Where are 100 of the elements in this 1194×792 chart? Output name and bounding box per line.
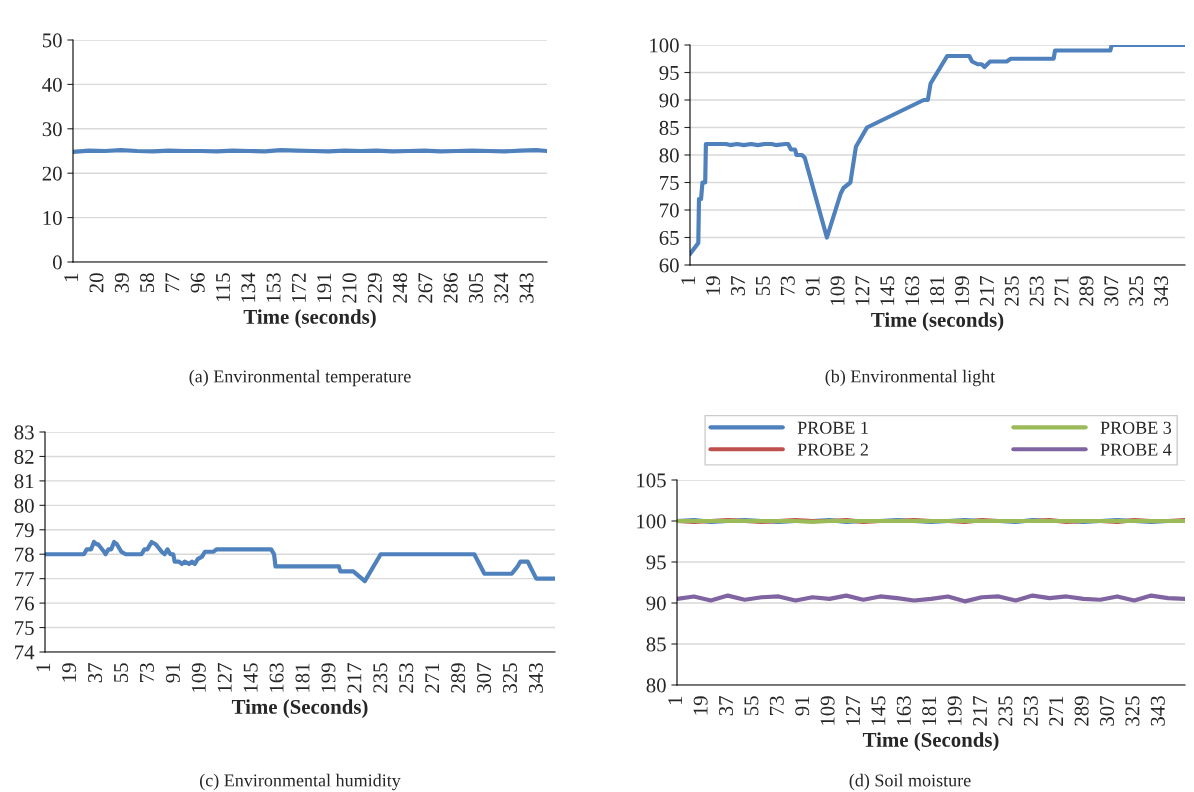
x-tick-label: 19 xyxy=(706,276,721,295)
x-tick-label: 73 xyxy=(139,663,154,682)
x-tick-label: 145 xyxy=(880,276,895,305)
y-tick-label: 100 xyxy=(637,514,666,529)
y-tick-label: 40 xyxy=(42,77,62,92)
x-tick-label: 163 xyxy=(269,663,284,692)
x-tick-label: 199 xyxy=(321,663,336,692)
x-tick-label: 325 xyxy=(502,663,517,693)
x-tick-label: 1 xyxy=(681,276,696,284)
x-tick-label: 172 xyxy=(291,273,306,302)
legend-label: PROBE 1 xyxy=(797,421,868,434)
x-tick-label: 163 xyxy=(905,276,920,305)
text: (b) Environmental light xyxy=(825,369,996,387)
x-tick-label: 181 xyxy=(930,276,945,305)
y-tick-label: 79 xyxy=(15,523,34,538)
x-tick-label: 307 xyxy=(477,663,492,693)
x-tick-label: 343 xyxy=(1154,276,1169,306)
x-tick-label: 109 xyxy=(820,696,835,725)
x-tick-label: 235 xyxy=(373,663,388,693)
x-tick-label: 199 xyxy=(954,276,969,305)
x-tick-label: 19 xyxy=(62,663,77,682)
x-tick-label: 343 xyxy=(528,663,543,693)
x-tick-label: 307 xyxy=(1099,696,1115,726)
y-tick-label: 76 xyxy=(15,596,34,611)
x-tick-label: 289 xyxy=(1079,276,1094,306)
y-tick-label: 83 xyxy=(14,425,34,440)
y-tick-label: 105 xyxy=(637,473,666,488)
x-tick-label: 286 xyxy=(443,273,458,303)
x-tick-label: 91 xyxy=(165,663,180,683)
x-tick-label: 55 xyxy=(756,276,770,296)
legend-label: PROBE 4 xyxy=(1100,443,1172,456)
x-tick-label: 271 xyxy=(1049,696,1064,726)
y-tick-label: 90 xyxy=(659,93,679,108)
x-tick-label: 325 xyxy=(1125,696,1140,726)
x-axis-title: Time (seconds) xyxy=(243,309,376,329)
x-tick-label: 289 xyxy=(1074,696,1089,726)
x-tick-label: 305 xyxy=(468,273,483,303)
x-tick-label: 145 xyxy=(243,663,258,692)
x-tick-label: 127 xyxy=(217,663,232,692)
x-tick-label: 343 xyxy=(1150,696,1165,726)
text: (d) Soil moisture xyxy=(849,773,971,791)
y-tick-label: 95 xyxy=(659,65,679,80)
x-tick-label: 109 xyxy=(830,276,845,305)
x-tick-label: 19 xyxy=(693,696,708,715)
x-tick-label: 267 xyxy=(418,273,433,303)
x-tick-label: 37 xyxy=(730,276,745,296)
x-tick-label: 217 xyxy=(347,663,362,693)
x-tick-label: 210 xyxy=(342,273,357,303)
x-tick-label: 91 xyxy=(805,276,820,296)
y-tick-label: 65 xyxy=(659,230,679,245)
x-tick-label: 235 xyxy=(1004,276,1019,306)
x-tick-label: 77 xyxy=(165,273,180,292)
line-series xyxy=(45,539,555,584)
x-tick-label: 253 xyxy=(1029,276,1044,306)
x-axis-title: Time (seconds) xyxy=(871,312,1004,332)
y-tick-label: 80 xyxy=(646,678,666,693)
x-tick-label: 115 xyxy=(216,273,230,302)
x-tick-label: 163 xyxy=(896,696,911,725)
y-tick-label: 75 xyxy=(660,176,679,190)
x-tick-label: 20 xyxy=(89,273,104,293)
x-tick-label: 1 xyxy=(36,663,51,671)
x-tick-label: 55 xyxy=(744,696,759,716)
x-tick-label: 248 xyxy=(393,273,408,303)
y-tick-label: 77 xyxy=(15,572,34,586)
x-tick-label: 145 xyxy=(871,696,886,725)
legend-label: PROBE 3 xyxy=(1100,421,1172,434)
x-axis-title: Time (Seconds) xyxy=(231,699,368,719)
x-tick-label: 91 xyxy=(795,696,810,716)
x-tick-label: 191 xyxy=(317,273,332,302)
x-tick-label: 73 xyxy=(780,276,795,295)
y-tick-label: 85 xyxy=(646,637,666,652)
x-tick-label: 253 xyxy=(1023,696,1038,726)
x-tick-label: 325 xyxy=(1129,276,1144,306)
y-tick-label: 85 xyxy=(659,120,679,135)
y-tick-label: 80 xyxy=(14,498,34,513)
y-tick-label: 20 xyxy=(42,166,62,181)
x-tick-label: 229 xyxy=(367,273,382,303)
y-tick-label: 30 xyxy=(42,122,62,137)
x-axis-title: Time (Seconds) xyxy=(862,732,999,752)
x-tick-label: 343 xyxy=(519,273,534,303)
y-tick-label: 60 xyxy=(659,258,679,273)
y-tick-label: 70 xyxy=(660,203,679,218)
y-tick-label: 10 xyxy=(43,210,62,226)
x-tick-label: 134 xyxy=(241,272,256,302)
x-tick-label: 181 xyxy=(922,696,937,725)
x-tick-label: 217 xyxy=(979,276,994,306)
x-tick-label: 127 xyxy=(855,276,870,305)
legend-label: PROBE 2 xyxy=(797,443,868,456)
x-tick-label: 109 xyxy=(191,663,206,692)
text: (a) Environmental temperature xyxy=(189,369,411,387)
y-tick-label: 100 xyxy=(650,38,679,53)
x-tick-label: 96 xyxy=(190,273,205,293)
y-tick-label: 82 xyxy=(14,449,34,464)
x-tick-label: 253 xyxy=(399,663,414,693)
line-series xyxy=(690,45,1185,257)
x-tick-label: 307 xyxy=(1104,276,1119,306)
y-tick-label: 90 xyxy=(646,596,666,611)
text: (c) Environmental humidity xyxy=(200,773,401,791)
y-tick-label: 81 xyxy=(14,474,34,489)
x-tick-label: 1 xyxy=(64,273,79,281)
